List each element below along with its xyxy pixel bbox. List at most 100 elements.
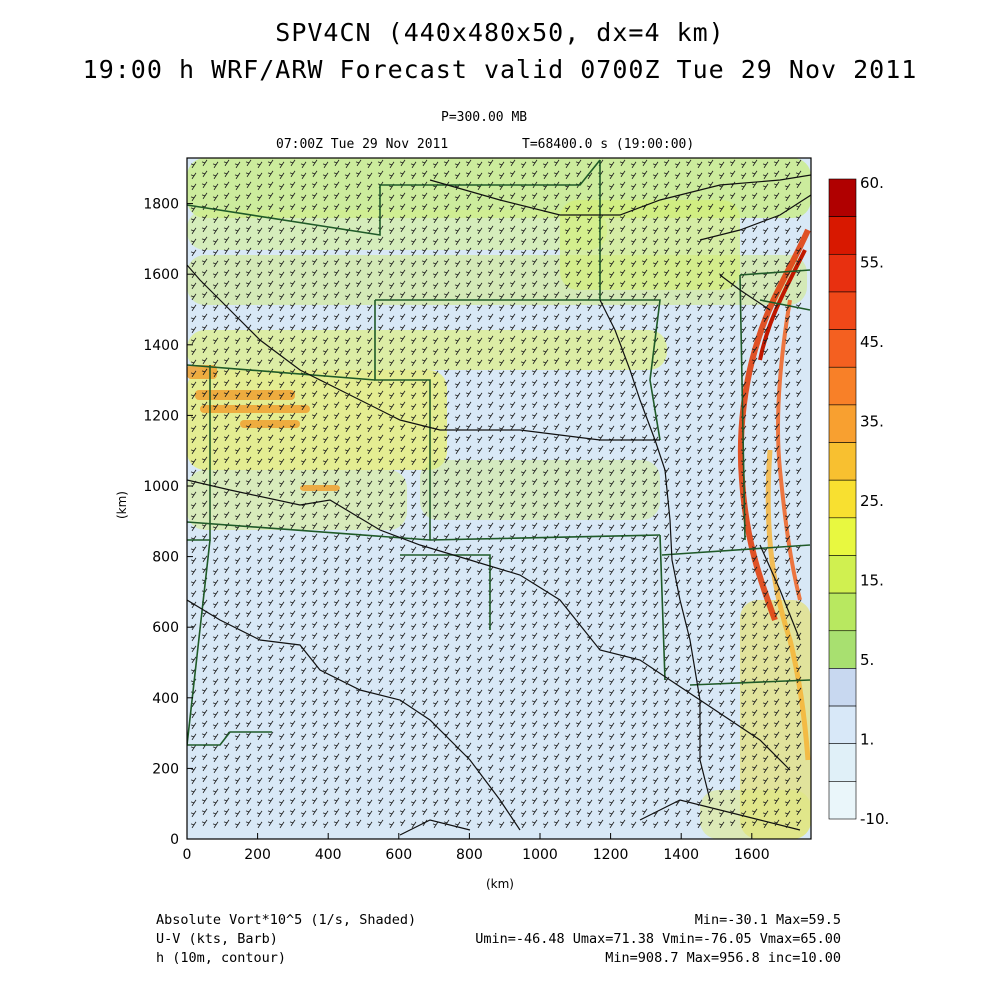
wind-barb (366, 667, 373, 675)
wind-barb (663, 379, 670, 387)
wind-barb (267, 742, 274, 750)
wind-barb (366, 172, 373, 180)
wind-barb (443, 258, 450, 266)
wind-barb (256, 194, 263, 202)
wind-barb (729, 302, 736, 310)
wind-barb (223, 181, 230, 189)
wind-barb (542, 700, 549, 708)
wind-barb (201, 269, 208, 277)
wind-barb (223, 775, 230, 783)
wind-barb (542, 645, 549, 653)
wind-barb (608, 249, 615, 257)
wind-barb (762, 766, 769, 774)
wind-barb (465, 170, 472, 178)
wind-barb (201, 665, 208, 673)
wind-barb (685, 797, 692, 805)
wind-barb (784, 524, 791, 532)
wind-barb (751, 181, 758, 189)
wind-barb (663, 368, 670, 376)
wind-barb (465, 236, 472, 244)
wind-barb (762, 249, 769, 257)
wind-barb (531, 742, 538, 750)
wind-barb (498, 733, 505, 741)
wind-barb (575, 654, 582, 662)
wind-barb (333, 742, 340, 750)
wind-barb (795, 445, 802, 453)
wind-barb (476, 601, 483, 609)
wind-barb (454, 359, 461, 367)
wind-barb (553, 225, 560, 233)
wind-barb (707, 390, 714, 398)
wind-barb (509, 401, 516, 409)
wind-barb (542, 799, 549, 807)
wind-barb (399, 335, 406, 343)
wind-barb (795, 533, 802, 541)
wind-barb (410, 821, 417, 829)
wind-barb (432, 480, 439, 488)
wind-barb (278, 238, 285, 246)
wind-barb (223, 511, 230, 519)
footer-field3-stats: Min=908.7 Max=956.8 inc=10.00 (605, 950, 841, 966)
wind-barb (553, 654, 560, 662)
wind-barb (498, 370, 505, 378)
wind-barb (542, 216, 549, 224)
wind-barb (674, 436, 681, 444)
wind-barb (762, 601, 769, 609)
wind-barb (267, 500, 274, 508)
wind-barb (608, 645, 615, 653)
wind-barb (223, 797, 230, 805)
wind-barb (278, 260, 285, 268)
wind-barb (443, 742, 450, 750)
wind-barb (652, 634, 659, 642)
wind-barb (597, 456, 604, 464)
wind-barb (509, 522, 516, 530)
wind-barb (608, 535, 615, 543)
wind-barb (498, 447, 505, 455)
wind-barb (366, 161, 373, 169)
wind-barb (289, 720, 296, 728)
wind-barb (454, 436, 461, 444)
wind-barb (784, 700, 791, 708)
wind-barb (399, 797, 406, 805)
wind-barb (718, 744, 725, 752)
wind-barb (355, 401, 362, 409)
wind-barb (509, 445, 516, 453)
wind-barb (377, 698, 384, 706)
wind-barb (256, 546, 263, 554)
wind-barb (718, 260, 725, 268)
wind-barb (190, 249, 197, 257)
wind-barb (520, 491, 527, 499)
wind-barb (696, 777, 703, 785)
wind-barb (586, 645, 593, 653)
wind-barb (289, 214, 296, 222)
wind-barb (377, 302, 384, 310)
wind-barb (311, 236, 318, 244)
wind-barb (553, 687, 560, 695)
wind-barb (377, 434, 384, 442)
wind-barb (553, 764, 560, 772)
wind-barb (245, 269, 252, 277)
wind-barb (476, 348, 483, 356)
wind-barb (245, 214, 252, 222)
wind-barb (586, 810, 593, 818)
wind-barb (344, 271, 351, 279)
wind-barb (322, 788, 329, 796)
wind-barb (586, 667, 593, 675)
wind-barb (652, 788, 659, 796)
wind-barb (388, 293, 395, 301)
wind-barb (267, 258, 274, 266)
wind-barb (762, 612, 769, 620)
wind-barb (564, 623, 571, 631)
wind-barb (773, 731, 780, 739)
wind-barb (245, 192, 252, 200)
wind-barb (432, 337, 439, 345)
wind-barb (344, 172, 351, 180)
wind-barb (355, 786, 362, 794)
wind-barb (696, 513, 703, 521)
wind-barb (355, 313, 362, 321)
wind-barb (685, 170, 692, 178)
wind-barb (388, 612, 395, 620)
wind-barb (564, 656, 571, 664)
wind-barb (685, 786, 692, 794)
wind-barb (663, 753, 670, 761)
